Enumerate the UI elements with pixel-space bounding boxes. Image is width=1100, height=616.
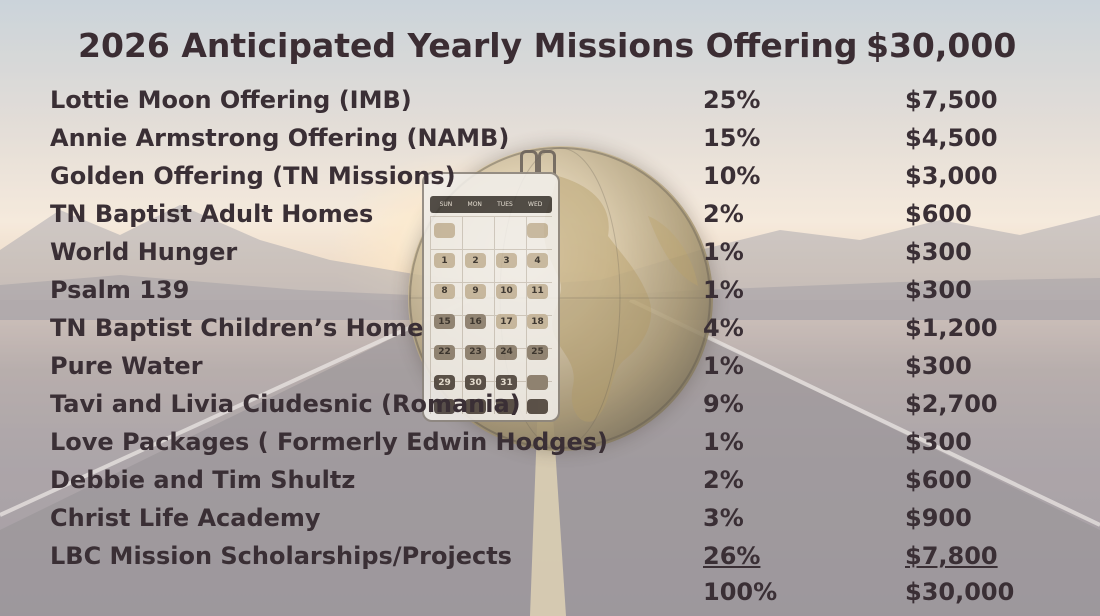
calendar-image: SUN MON TUES WED 1 2 3 4 8 9 10 11 15 16… [422, 150, 560, 422]
calendar-blank-chip [527, 399, 548, 414]
calendar-date: 11 [527, 283, 548, 299]
table-row: Golden Offering (TN Missions) 10% $3,000 [0, 162, 1100, 200]
calendar-date: 9 [465, 283, 486, 299]
calendar-date: 4 [527, 253, 548, 269]
table-row: Christ Life Academy 3% $900 [0, 504, 1100, 542]
totals-row: 100% $30,000 [0, 578, 1100, 616]
calendar-grid: 1 2 3 4 8 9 10 11 15 16 17 18 22 23 24 2… [430, 216, 552, 414]
calendar-blank-chip [465, 399, 486, 414]
amount-value: $300 [905, 428, 972, 456]
page-title: 2026 Anticipated Yearly Missions Offerin… [78, 26, 858, 65]
ministry-name: Tavi and Livia Ciudesnic (Romania) [50, 390, 521, 418]
calendar-blank-chip [434, 222, 455, 238]
ministry-name: Psalm 139 [50, 276, 190, 304]
weekday-label: WED [528, 201, 543, 208]
amount-value: $900 [905, 504, 972, 532]
percent-value: 9% [703, 390, 744, 418]
amount-value: $4,500 [905, 124, 998, 152]
calendar-date: 23 [465, 344, 486, 360]
ministry-name: World Hunger [50, 238, 238, 266]
percent-value: 1% [703, 428, 744, 456]
amount-value: $3,000 [905, 162, 998, 190]
amount-value: $600 [905, 200, 972, 228]
table-row: Annie Armstrong Offering (NAMB) 15% $4,5… [0, 124, 1100, 162]
total-percent: 100% [703, 578, 778, 606]
amount-value: $300 [905, 276, 972, 304]
table-row: Debbie and Tim Shultz 2% $600 [0, 466, 1100, 504]
ministry-name: Lottie Moon Offering (IMB) [50, 86, 412, 114]
amount-value: $300 [905, 352, 972, 380]
calendar-date: 18 [527, 314, 548, 330]
amount-value: $1,200 [905, 314, 998, 342]
weekday-label: TUES [497, 201, 513, 208]
calendar-date: 16 [465, 314, 486, 330]
weekday-label: MON [467, 201, 482, 208]
calendar-weekday-header: SUN MON TUES WED [430, 196, 552, 213]
percent-value: 3% [703, 504, 744, 532]
calendar-date: 30 [465, 375, 486, 391]
amount-value: $7,500 [905, 86, 998, 114]
total-amount: $30,000 [905, 578, 1015, 606]
calendar-blank-chip [527, 222, 548, 238]
weekday-label: SUN [439, 201, 453, 208]
calendar-date: 25 [527, 344, 548, 360]
percent-value: 1% [703, 276, 744, 304]
table-row: Psalm 139 1% $300 [0, 276, 1100, 314]
ministry-name: TN Baptist Adult Homes [50, 200, 374, 228]
ministry-name: Golden Offering (TN Missions) [50, 162, 456, 190]
calendar-date: 17 [496, 314, 517, 330]
calendar-date: 8 [434, 283, 455, 299]
table-row: World Hunger 1% $300 [0, 238, 1100, 276]
calendar-date: 15 [434, 314, 455, 330]
table-row: Love Packages ( Formerly Edwin Hodges) 1… [0, 428, 1100, 466]
calendar-date: 2 [465, 253, 486, 269]
calendar-date: 22 [434, 344, 455, 360]
table-row: Pure Water 1% $300 [0, 352, 1100, 390]
amount-value: $300 [905, 238, 972, 266]
mountains-image [0, 205, 1100, 320]
ministry-name: Christ Life Academy [50, 504, 321, 532]
percent-value: 15% [703, 124, 761, 152]
percent-value: 2% [703, 466, 744, 494]
ministry-name: Love Packages ( Formerly Edwin Hodges) [50, 428, 608, 456]
table-row: TN Baptist Children’s Home 4% $1,200 [0, 314, 1100, 352]
ministry-name: Pure Water [50, 352, 203, 380]
percent-value: 1% [703, 238, 744, 266]
calendar-date: 24 [496, 344, 517, 360]
total-offering-amount: $30,000 [866, 26, 1017, 65]
percent-value: 26% [703, 542, 761, 570]
calendar-date: 1 [434, 253, 455, 269]
table-row: LBC Mission Scholarships/Projects 26% $7… [0, 542, 1100, 580]
calendar-date: 3 [496, 253, 517, 269]
table-row: TN Baptist Adult Homes 2% $600 [0, 200, 1100, 238]
amount-value: $600 [905, 466, 972, 494]
percent-value: 2% [703, 200, 744, 228]
calendar-date: 10 [496, 283, 517, 299]
calendar-blank-chip [434, 399, 455, 414]
table-row: Tavi and Livia Ciudesnic (Romania) 9% $2… [0, 390, 1100, 428]
ministry-name: Annie Armstrong Offering (NAMB) [50, 124, 510, 152]
calendar-blank-chip [527, 375, 548, 391]
percent-value: 1% [703, 352, 744, 380]
ministry-name: LBC Mission Scholarships/Projects [50, 542, 512, 570]
amount-value: $2,700 [905, 390, 998, 418]
calendar-date: 31 [496, 375, 517, 391]
percent-value: 10% [703, 162, 761, 190]
ministry-name: TN Baptist Children’s Home [50, 314, 424, 342]
percent-value: 4% [703, 314, 744, 342]
amount-value: $7,800 [905, 542, 998, 570]
ministry-name: Debbie and Tim Shultz [50, 466, 356, 494]
percent-value: 25% [703, 86, 761, 114]
table-row: Lottie Moon Offering (IMB) 25% $7,500 [0, 86, 1100, 124]
calendar-blank-chip [496, 399, 517, 414]
calendar-date: 29 [434, 375, 455, 391]
